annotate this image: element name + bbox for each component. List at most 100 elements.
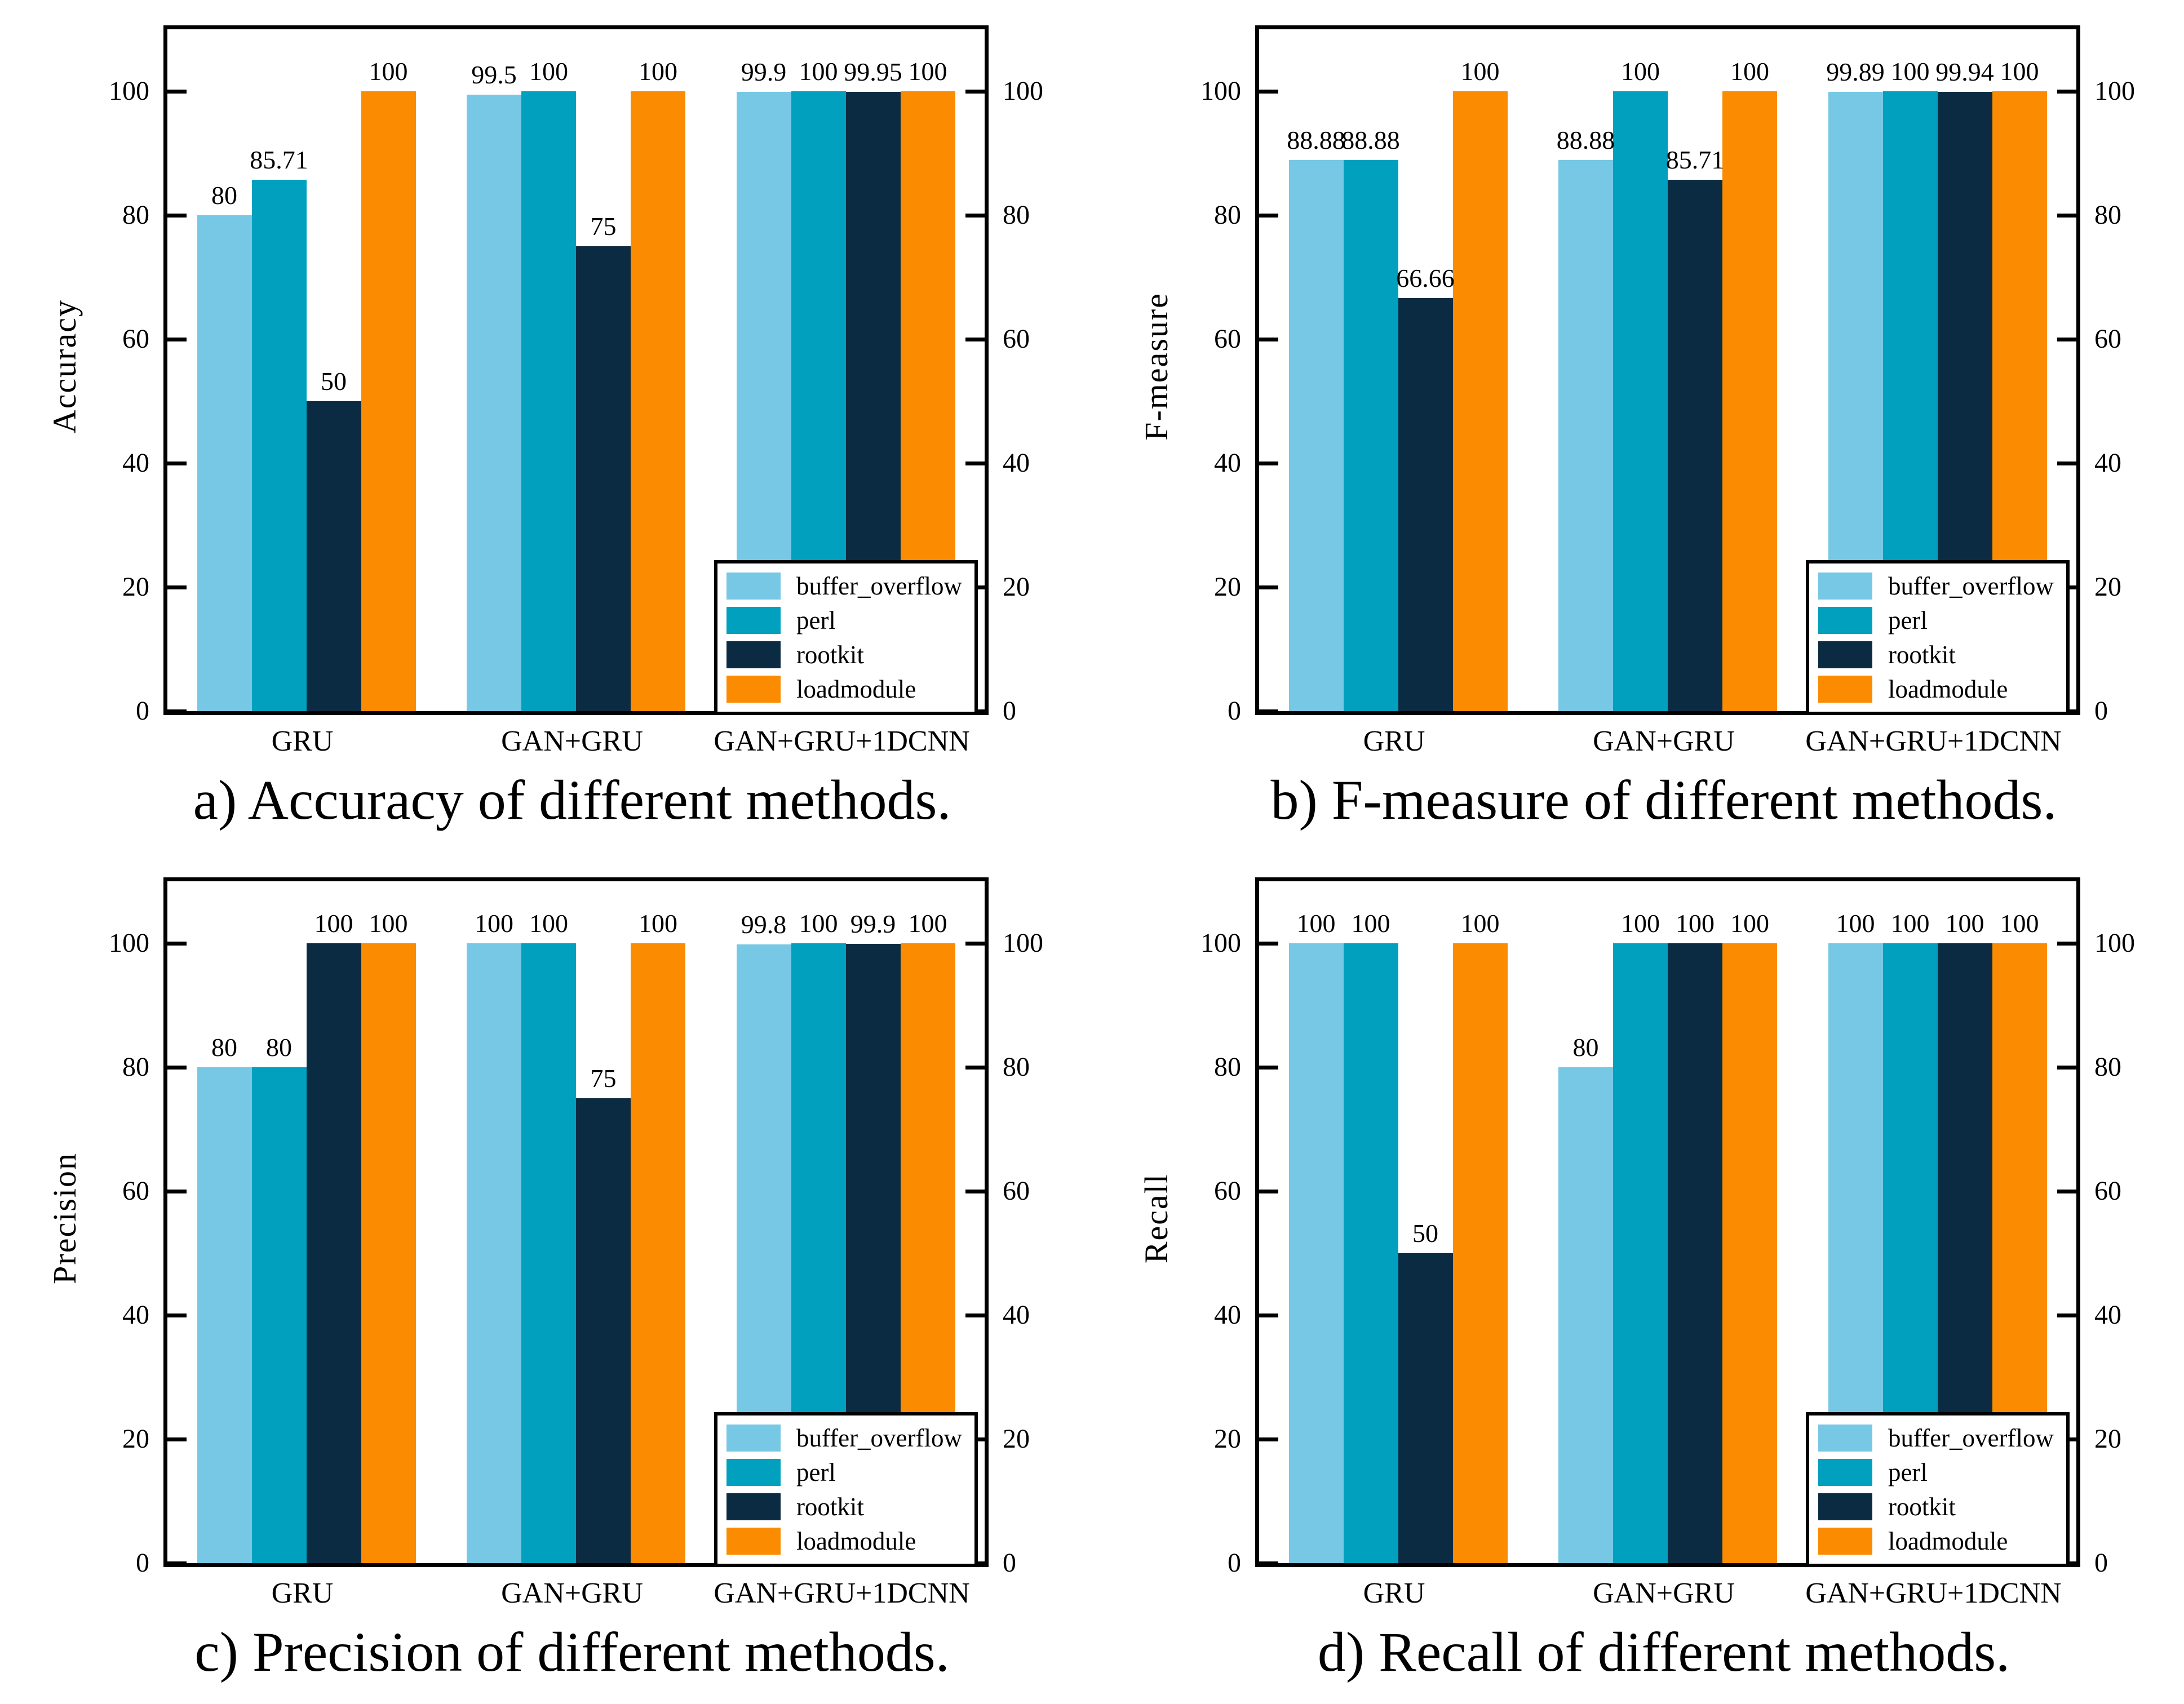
y-tick-label-right: 20	[1003, 1424, 1030, 1454]
y-tick-label-left: 80	[1214, 200, 1241, 230]
bar-value-label: 100	[1676, 909, 1715, 938]
bar-buffer_overflow	[467, 943, 521, 1563]
y-tick-mark-left	[167, 1189, 187, 1193]
ticks-layer: 0 0 20 20 40 40 60 60 80 80 100 100	[109, 29, 1043, 725]
bar-rootkit	[576, 1098, 631, 1563]
y-axis-title-wrap: Precision	[39, 877, 90, 1559]
bar-value-label: 50	[1412, 1219, 1438, 1248]
y-tick-label-left: 80	[122, 1052, 149, 1082]
y-tick-mark-right	[965, 1065, 985, 1070]
y-tick-mark-right	[965, 1313, 985, 1317]
y-tick-label-right: 60	[1003, 324, 1030, 354]
y-tick-mark-right	[2057, 213, 2076, 218]
y-tick-label-right: 40	[1003, 1300, 1030, 1330]
y-tick-label-right: 60	[2094, 1176, 2121, 1206]
y-tick-label-left: 40	[122, 1300, 149, 1330]
x-axis-labels: GRU GAN+GRU GAN+GRU+1DCNN	[1255, 1579, 2072, 1618]
bar-perl	[1613, 91, 1668, 711]
y-tick-label-right: 100	[1003, 928, 1043, 958]
y-tick-label-right: 20	[2094, 572, 2121, 602]
buffer_overflow-swatch	[1818, 573, 1872, 600]
bar-value-label: 85.71	[1665, 145, 1725, 175]
bars-layer: 88.88 88.88 99.89 88.88 100 100 66.66 85.71 99.9…	[1259, 29, 2076, 711]
y-tick-label-left: 80	[1214, 1052, 1241, 1082]
legend-item: perl	[726, 1459, 962, 1486]
y-tick-label-right: 40	[2094, 448, 2121, 478]
y-tick-label-right: 60	[2094, 324, 2121, 354]
legend-label: perl	[1888, 606, 1928, 634]
y-tick-label-right: 40	[2094, 1300, 2121, 1330]
bar-value-label: 100	[314, 909, 353, 938]
y-tick-mark-right	[2057, 1189, 2076, 1193]
y-tick-label-right: 0	[2094, 1548, 2108, 1578]
y-tick-mark-left	[167, 89, 187, 94]
legend-item: rootkit	[726, 1493, 962, 1520]
buffer_overflow-swatch	[1818, 1425, 1872, 1452]
perl-swatch	[726, 1459, 781, 1486]
bar-rootkit	[576, 246, 631, 711]
x-axis-labels: GRU GAN+GRU GAN+GRU+1DCNN	[1255, 727, 2072, 766]
legend-label: perl	[796, 1458, 836, 1486]
bar-value-label: 100	[369, 909, 408, 938]
y-tick-label-left: 40	[122, 448, 149, 478]
bar-rootkit	[306, 401, 361, 711]
bar-value-label: 100	[2000, 909, 2039, 938]
y-tick-mark-left	[1259, 941, 1278, 946]
bar-value-label: 100	[1890, 57, 1930, 86]
x-category-label: GAN+GRU+1DCNN	[714, 1577, 970, 1609]
y-tick-mark-right	[965, 941, 985, 946]
rootkit-swatch	[726, 1493, 781, 1520]
y-tick-mark-right	[2057, 337, 2076, 341]
y-tick-mark-right	[965, 337, 985, 341]
y-tick-label-left: 20	[1214, 572, 1241, 602]
y-tick-mark-left	[167, 941, 187, 946]
y-tick-label-right: 60	[1003, 1176, 1030, 1206]
legend-item: rootkit	[1818, 1493, 2054, 1520]
bar-loadmodule	[631, 943, 685, 1563]
y-tick-label-left: 20	[1214, 1424, 1241, 1454]
y-tick-mark-left	[167, 1065, 187, 1070]
y-tick-mark-left	[1259, 213, 1278, 218]
y-tick-label-left: 80	[122, 200, 149, 230]
bar-value-label: 80	[1572, 1033, 1599, 1062]
y-tick-label-left: 20	[122, 1424, 149, 1454]
x-category-label: GAN+GRU+1DCNN	[1805, 1577, 2062, 1609]
bar-value-label: 88.88	[1341, 126, 1400, 155]
bar-perl	[251, 180, 307, 711]
bar-buffer_overflow	[197, 215, 252, 711]
legend: buffer_overflow perl rootkit loadmodule	[714, 560, 978, 715]
bar-loadmodule	[1452, 91, 1508, 711]
y-tick-label-left: 60	[122, 1176, 149, 1206]
bar-value-label: 66.66	[1396, 263, 1455, 292]
y-tick-mark-left	[167, 585, 187, 589]
y-tick-mark-left	[1259, 461, 1278, 465]
y-tick-label-right: 80	[1003, 1052, 1030, 1082]
y-tick-mark-left	[1259, 1561, 1278, 1565]
y-tick-label-left: 0	[136, 1548, 149, 1578]
bar-buffer_overflow	[1558, 1067, 1613, 1563]
y-axis-title-wrap: Recall	[1131, 877, 1182, 1559]
y-axis-title: Recall	[1138, 1173, 1175, 1264]
x-axis-labels: GRU GAN+GRU GAN+GRU+1DCNN	[163, 727, 981, 766]
legend-item: loadmodule	[726, 1528, 962, 1555]
bar-value-label: 85.71	[250, 145, 308, 175]
y-axis-title-wrap: Accuracy	[39, 25, 90, 707]
legend-label: loadmodule	[1888, 674, 2008, 703]
y-tick-label-right: 0	[2094, 696, 2108, 726]
bar-loadmodule	[1452, 943, 1508, 1563]
bar-perl	[521, 943, 576, 1563]
y-tick-label-right: 100	[2094, 928, 2135, 958]
y-tick-mark-left	[167, 461, 187, 465]
bar-value-label: 100	[799, 909, 838, 938]
bar-value-label: 100	[1460, 909, 1500, 938]
x-axis-labels: GRU GAN+GRU GAN+GRU+1DCNN	[163, 1579, 981, 1618]
bar-value-label: 100	[2000, 57, 2039, 86]
bar-perl	[251, 1067, 307, 1563]
loadmodule-swatch	[1818, 676, 1872, 703]
legend-label: buffer_overflow	[796, 1423, 962, 1452]
loadmodule-swatch	[1818, 1528, 1872, 1555]
bar-value-label: 100	[475, 909, 513, 938]
y-tick-mark-right	[2057, 89, 2076, 94]
x-category-label: GAN+GRU+1DCNN	[714, 725, 970, 757]
